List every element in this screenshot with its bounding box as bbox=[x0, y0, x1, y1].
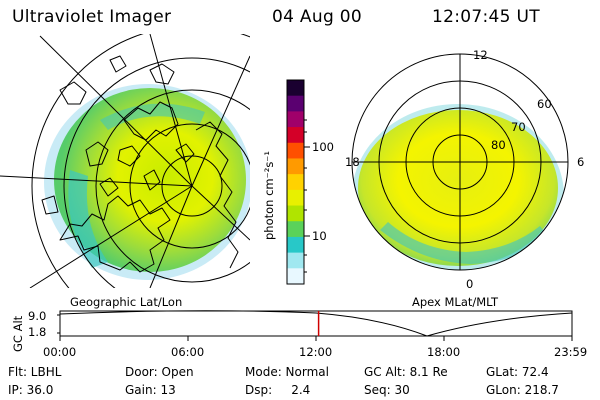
door-info: Door: Open bbox=[125, 365, 194, 379]
mlt-label-12: 12 bbox=[473, 48, 488, 62]
colorbar-band bbox=[287, 221, 304, 238]
time-tick-2359: 23:59 bbox=[554, 345, 588, 359]
gain-info: Gain: 13 bbox=[125, 383, 176, 397]
timeline-ticks bbox=[57, 314, 573, 341]
time-tick-1200: 12:00 bbox=[299, 345, 333, 359]
coastline bbox=[99, 177, 119, 197]
instrument-title: Ultraviolet Imager bbox=[12, 7, 172, 27]
gc-alt-axis-label: GC Alt bbox=[11, 315, 25, 352]
colorbar-band bbox=[287, 189, 304, 207]
lat-circle bbox=[129, 123, 250, 249]
coastline bbox=[85, 141, 109, 167]
geographic-image bbox=[0, 34, 250, 288]
geographic-caption: Geographic Lat/Lon bbox=[70, 295, 183, 309]
colorbar-band bbox=[287, 174, 304, 191]
coastline bbox=[143, 169, 161, 191]
coastline bbox=[117, 145, 141, 167]
altitude-timeline bbox=[57, 310, 573, 341]
mlt-label-18: 18 bbox=[345, 155, 360, 169]
meridian bbox=[39, 35, 193, 187]
altitude-curve bbox=[59, 310, 573, 337]
meridian bbox=[149, 185, 193, 288]
cyan-band bbox=[380, 222, 548, 264]
colorbar-band bbox=[287, 158, 304, 175]
glon-info: GLon: 218.7 bbox=[486, 383, 559, 397]
lat-circle bbox=[95, 89, 250, 283]
mlat-label-60: 60 bbox=[537, 97, 552, 111]
time-tick-0600: 06:00 bbox=[171, 345, 205, 359]
seq-info: Seq: 30 bbox=[364, 383, 410, 397]
meridian bbox=[191, 185, 250, 241]
coastline bbox=[175, 143, 195, 163]
meridian bbox=[0, 175, 193, 187]
date-label: 04 Aug 00 bbox=[272, 7, 362, 27]
colorbar-band bbox=[287, 205, 304, 222]
colorbar-band bbox=[287, 111, 304, 128]
time-label: 12:07:45 UT bbox=[432, 7, 540, 27]
colorbar-band bbox=[287, 268, 304, 285]
colorbar-unit: photon cm⁻²s⁻¹ bbox=[262, 151, 276, 240]
colorbar bbox=[287, 80, 304, 285]
meridian bbox=[29, 185, 193, 288]
auroral-emission bbox=[54, 88, 246, 272]
magnetic-image bbox=[352, 104, 564, 270]
coastline bbox=[59, 195, 171, 273]
dsp-info: Dsp: 2.4 bbox=[245, 383, 311, 397]
ip-info: IP: 36.0 bbox=[8, 383, 54, 397]
cyan-band bbox=[100, 103, 205, 130]
mlat-label-80: 80 bbox=[491, 138, 506, 152]
mlt-label-0: 0 bbox=[466, 277, 474, 291]
gc-alt-info: GC Alt: 8.1 Re bbox=[364, 365, 448, 379]
time-tick-1800: 18:00 bbox=[427, 345, 461, 359]
colorbar-band bbox=[287, 95, 304, 112]
lat-circle bbox=[63, 57, 250, 288]
colorbar-band bbox=[287, 80, 304, 97]
coastline bbox=[59, 81, 87, 105]
colorbar-band bbox=[287, 127, 304, 144]
meridian bbox=[191, 55, 250, 187]
coastline bbox=[149, 63, 175, 85]
filter-info: Flt: LBHL bbox=[8, 365, 62, 379]
time-tick-0000: 00:00 bbox=[43, 345, 77, 359]
apex-caption: Apex MLat/MLT bbox=[412, 295, 499, 309]
colorbar-tick-100: 100 bbox=[312, 140, 334, 154]
coastline bbox=[41, 195, 59, 215]
colorbar-band bbox=[287, 252, 304, 269]
colorbar-ticks bbox=[304, 119, 310, 273]
alt-min-label: 1.8 bbox=[28, 325, 47, 339]
colorbar-tick-10: 10 bbox=[312, 229, 327, 243]
coastline bbox=[109, 55, 127, 73]
lat-circle bbox=[31, 34, 250, 288]
coastline bbox=[195, 121, 239, 269]
mlat-label-70: 70 bbox=[511, 120, 526, 134]
colorbar-band bbox=[287, 236, 304, 254]
mlat-grid bbox=[351, 53, 569, 271]
alt-max-label: 9.0 bbox=[28, 309, 47, 323]
mode-info: Mode: Normal bbox=[245, 365, 329, 379]
mlt-label-6: 6 bbox=[577, 155, 585, 169]
glat-info: GLat: 72.4 bbox=[486, 365, 549, 379]
timeline-frame bbox=[59, 310, 573, 337]
colorbar-frame bbox=[286, 79, 305, 285]
colorbar-band bbox=[287, 142, 304, 160]
coastline bbox=[123, 101, 179, 141]
